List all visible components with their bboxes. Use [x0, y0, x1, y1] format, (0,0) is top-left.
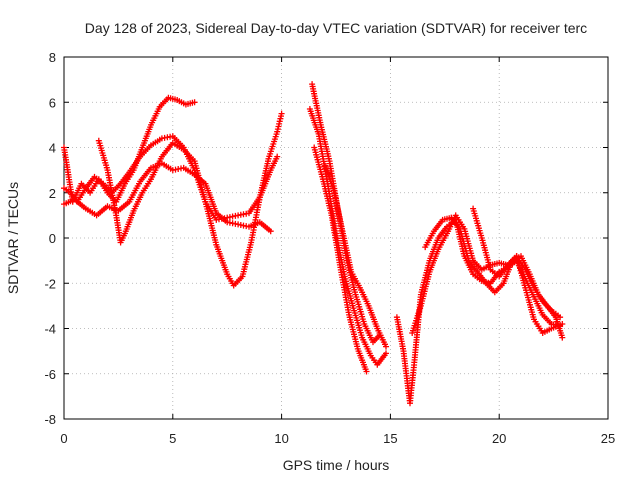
series-track-h — [322, 162, 389, 350]
data-point — [278, 110, 285, 117]
y-tick-label: 6 — [49, 95, 56, 110]
series-line — [63, 162, 272, 232]
x-tick-label: 10 — [274, 431, 288, 446]
x-axis-label: GPS time / hours — [283, 457, 390, 473]
series-track-b — [61, 94, 198, 205]
y-tick-label: 4 — [49, 141, 56, 156]
y-tick-label: 0 — [49, 231, 56, 246]
data-point — [191, 99, 198, 106]
data-point — [267, 228, 274, 235]
x-tick-label: 20 — [492, 431, 506, 446]
series-track-l — [470, 205, 564, 321]
chart-title: Day 128 of 2023, Sidereal Day-to-day VTE… — [85, 20, 587, 36]
plot-frame — [63, 56, 609, 420]
series-line — [98, 113, 283, 287]
data-point — [559, 334, 566, 341]
data-point — [383, 343, 389, 350]
series-track-d — [61, 160, 274, 235]
data-point — [274, 153, 281, 160]
y-tick-label: -6 — [44, 367, 56, 382]
x-tick-label: 15 — [383, 431, 397, 446]
data-point — [557, 314, 564, 321]
data-point — [383, 350, 389, 357]
y-tick-label: -4 — [44, 322, 56, 337]
x-tick-label: 0 — [60, 431, 67, 446]
data-point — [363, 368, 370, 375]
y-axis-label: SDTVAR / TECUs — [5, 182, 21, 294]
y-tick-label: -8 — [44, 412, 56, 427]
ticks-layer: 0 5 10 15 20 25 -8 -6 -4 -2 0 2 4 6 8 — [44, 50, 615, 446]
y-tick-label: -2 — [44, 276, 56, 291]
x-tick-label: 25 — [601, 431, 615, 446]
series-line — [396, 219, 561, 405]
x-tick-label: 5 — [169, 431, 176, 446]
series-track-g — [311, 144, 370, 375]
y-tick-label: 8 — [49, 50, 56, 65]
series-track-c — [95, 110, 285, 289]
series-track-j — [409, 212, 566, 336]
series-layer — [61, 81, 566, 407]
y-tick-label: 2 — [49, 186, 56, 201]
